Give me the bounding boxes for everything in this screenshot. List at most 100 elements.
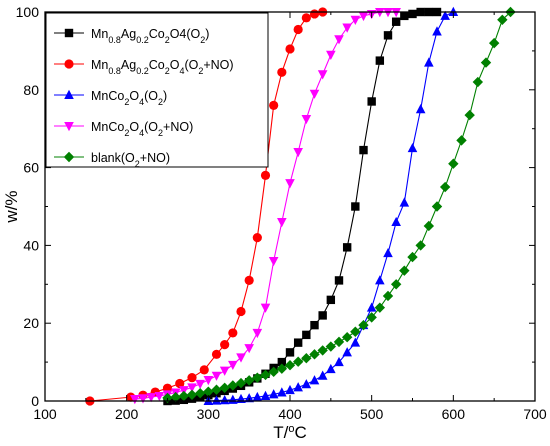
data-point-square <box>400 11 409 21</box>
y-tick-label: 60 <box>23 160 39 176</box>
data-point-diamond <box>341 332 353 343</box>
x-tick-label: 100 <box>33 406 57 422</box>
data-point-triangle-down <box>334 35 344 45</box>
data-point-triangle-down <box>358 11 369 22</box>
x-tick-label: 400 <box>278 406 302 422</box>
data-point-circle <box>244 275 254 286</box>
data-point-triangle-up <box>301 379 312 389</box>
data-point-diamond <box>178 390 190 402</box>
y-axis-ticks: 0 20 40 60 80 100 <box>16 4 535 409</box>
data-point-triangle-up <box>64 89 74 99</box>
data-point-triangle-down <box>252 328 263 339</box>
data-point-circle <box>187 373 197 383</box>
data-point-diamond <box>374 302 386 313</box>
data-point-triangle-down <box>285 179 295 189</box>
legend-label: Mn0.8Ag0.2Co2O4(O2+NO) <box>91 58 234 76</box>
data-point-triangle-up <box>211 395 222 405</box>
data-point-triangle-down <box>203 375 214 386</box>
y-axis-label: w/% <box>2 190 21 223</box>
x-axis-ticks: 100 200 300 400 500 600 700 <box>33 12 547 422</box>
legend-entry: MnCo2O4(O2+NO) <box>54 120 193 138</box>
data-point-diamond <box>203 386 214 397</box>
data-point-circle <box>301 13 311 23</box>
data-point-triangle-up <box>399 197 410 207</box>
data-point-triangle-down <box>219 366 230 376</box>
legend-entry: Mn0.8Ag0.2Co2O4(O2+NO) <box>54 58 234 76</box>
data-point-circle <box>260 170 271 180</box>
data-point-triangle-down <box>130 395 140 405</box>
data-point-diamond <box>488 37 500 49</box>
x-tick-label: 500 <box>360 406 384 422</box>
data-point-triangle-up <box>407 142 418 153</box>
data-point-diamond <box>415 240 426 251</box>
data-point-diamond <box>366 312 377 323</box>
data-point-triangle-down <box>211 371 222 381</box>
data-point-diamond <box>194 388 206 399</box>
data-point-triangle-up <box>424 57 434 67</box>
data-point-diamond <box>317 345 328 356</box>
data-point-diamond <box>284 360 296 371</box>
data-point-square <box>367 97 376 106</box>
data-point-triangle-down <box>317 70 328 80</box>
data-point-triangle-up <box>268 389 279 399</box>
data-point-diamond <box>464 109 475 121</box>
data-point-circle <box>175 378 185 389</box>
data-point-triangle-down <box>236 353 246 363</box>
data-point-diamond <box>227 380 239 391</box>
data-point-diamond <box>186 389 198 400</box>
y-tick-label: 20 <box>23 315 39 331</box>
data-point-triangle-down <box>342 23 352 33</box>
data-point-circle <box>309 9 320 19</box>
data-point-triangle-down <box>195 379 205 390</box>
data-point-square <box>334 276 344 285</box>
legend-entry: Mn0.8Ag0.2Co2O4(O2) <box>54 27 209 45</box>
series-4 <box>130 8 401 405</box>
data-point-triangle-down <box>244 344 254 354</box>
data-point-triangle-down <box>64 122 74 132</box>
data-point-square <box>326 295 336 305</box>
data-point-square <box>302 330 311 340</box>
data-point-triangle-down <box>309 89 320 99</box>
data-point-triangle-down <box>187 383 197 393</box>
data-point-diamond <box>243 375 255 386</box>
data-point-diamond <box>399 265 410 276</box>
data-point-circle <box>252 233 262 243</box>
legend-label: MnCo2O4(O2) <box>91 89 167 107</box>
data-point-triangle-down <box>146 393 156 403</box>
data-point-diamond <box>480 57 492 68</box>
data-point-triangle-up <box>350 337 361 347</box>
data-point-triangle-up <box>219 395 230 405</box>
data-point-triangle-up <box>260 390 271 400</box>
data-point-triangle-up <box>415 104 426 114</box>
data-point-diamond <box>276 363 288 374</box>
data-point-diamond <box>350 326 361 337</box>
data-point-square <box>351 202 360 211</box>
data-point-diamond <box>252 372 263 383</box>
data-point-triangle-down <box>268 256 279 267</box>
data-point-diamond <box>423 220 435 232</box>
data-point-diamond <box>456 135 467 146</box>
legend-label: Mn0.8Ag0.2Co2O4(O2) <box>91 27 209 45</box>
data-point-diamond <box>390 279 402 290</box>
data-point-triangle-up <box>285 384 295 395</box>
data-point-square <box>293 338 303 347</box>
y-tick-label: 0 <box>31 393 39 409</box>
y-tick-label: 100 <box>16 4 40 20</box>
legend-label: blank(O2+NO) <box>91 151 170 169</box>
data-point-circle <box>64 59 74 69</box>
data-point-triangle-down <box>179 386 189 396</box>
data-point-square <box>310 320 319 330</box>
data-point-diamond <box>472 76 484 88</box>
data-point-square <box>359 145 368 155</box>
data-point-triangle-up <box>440 10 450 20</box>
data-point-square <box>342 243 352 252</box>
data-point-diamond <box>431 201 443 212</box>
data-point-diamond <box>219 382 230 393</box>
data-point-square <box>318 311 327 320</box>
data-point-diamond <box>235 377 247 389</box>
data-point-triangle-up <box>317 370 328 380</box>
data-point-triangle-up <box>342 347 352 357</box>
data-point-triangle-up <box>391 216 401 227</box>
data-point-diamond <box>358 319 369 331</box>
